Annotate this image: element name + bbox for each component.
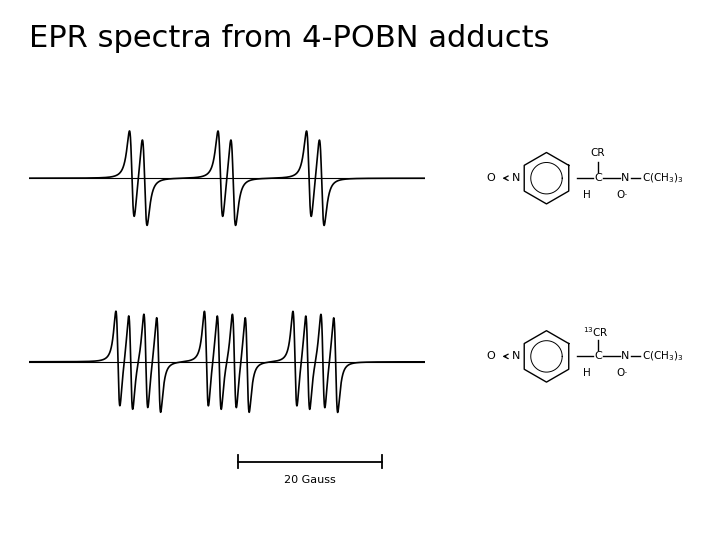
- Text: EPR spectra from 4-POBN adducts: EPR spectra from 4-POBN adducts: [29, 24, 549, 53]
- Text: C: C: [594, 352, 602, 361]
- Text: C(CH$_3$)$_3$: C(CH$_3$)$_3$: [642, 349, 683, 363]
- Text: N: N: [512, 352, 521, 361]
- Text: N: N: [621, 352, 629, 361]
- Text: O: O: [486, 173, 495, 183]
- Text: O·: O·: [616, 190, 628, 200]
- Text: C: C: [594, 173, 602, 183]
- Text: N: N: [512, 173, 521, 183]
- Text: O·: O·: [616, 368, 628, 378]
- Text: H: H: [583, 368, 591, 378]
- Text: N: N: [621, 173, 629, 183]
- Text: H: H: [583, 190, 591, 200]
- Text: $^{13}$CR: $^{13}$CR: [583, 325, 609, 339]
- Text: CR: CR: [590, 148, 605, 158]
- Text: O: O: [486, 352, 495, 361]
- Text: 20 Gauss: 20 Gauss: [284, 475, 336, 485]
- Text: C(CH$_3$)$_3$: C(CH$_3$)$_3$: [642, 171, 683, 185]
